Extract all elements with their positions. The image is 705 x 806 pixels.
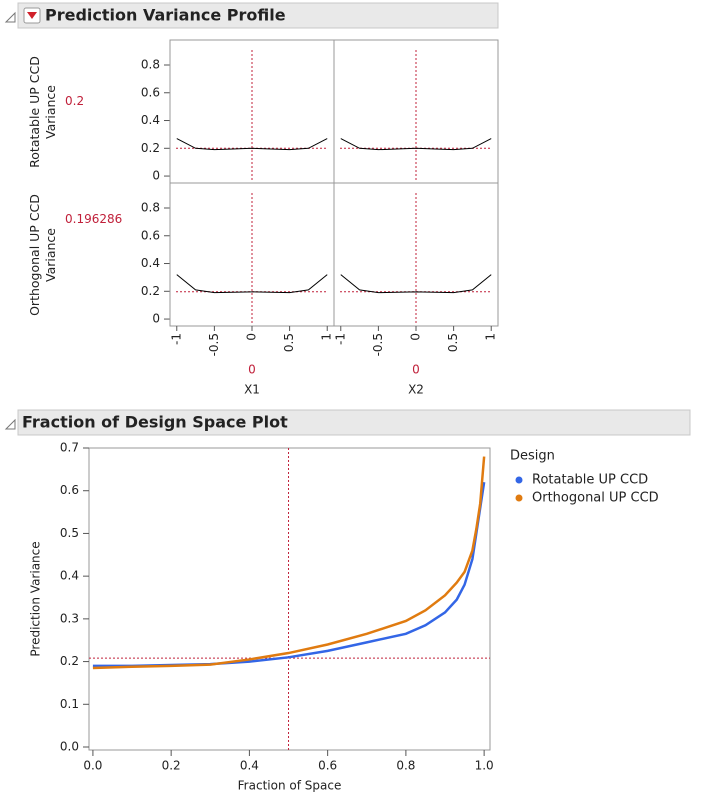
x-tick-label: 0.2	[162, 759, 181, 773]
legend-marker	[515, 494, 523, 502]
profile-curve	[176, 138, 328, 151]
x-tick-label: 1.0	[475, 759, 494, 773]
x-tick-label: 0.5	[282, 333, 296, 352]
y-tick-label: 0.8	[141, 57, 160, 71]
legend-label: Orthogonal UP CCD	[532, 491, 659, 506]
x-axis-label: X1	[244, 383, 260, 397]
x-tick-label: 0.6	[318, 759, 337, 773]
section-title: Prediction Variance Profile	[45, 6, 286, 25]
y-tick-label: 0.3	[60, 611, 79, 625]
x-tick-label: 0.4	[240, 759, 259, 773]
collapse-icon[interactable]	[4, 11, 16, 23]
current-x: 0	[248, 363, 256, 377]
header-bar	[17, 2, 499, 29]
legend-title: Design	[510, 449, 555, 464]
x-tick-label: -1	[169, 333, 183, 345]
y-tick-label: 0.7	[60, 441, 79, 455]
legend-marker	[515, 476, 523, 484]
profile-curve	[340, 274, 492, 294]
y-tick-label: 0.8	[141, 200, 160, 214]
y-tick-label: 0.5	[60, 526, 79, 540]
profile-curve	[176, 274, 328, 294]
x-tick-label: -1	[333, 333, 347, 345]
y-tick-label: 0.4	[141, 113, 160, 127]
y-tick-label: 0.1	[60, 697, 79, 711]
profile-curve	[340, 138, 492, 151]
y-tick-label: 0.6	[141, 85, 160, 99]
x-tick-label: 0	[409, 333, 423, 341]
x-tick-label: -0.5	[371, 333, 385, 356]
y-tick-label: 0	[152, 312, 160, 326]
y-tick-label: 0.2	[141, 141, 160, 155]
y-tick-label: 0	[152, 169, 160, 183]
y-axis-label: Prediction Variance	[29, 541, 43, 656]
series-line	[92, 456, 486, 670]
plot-area	[88, 447, 491, 751]
x-tick-label: 0.8	[396, 759, 415, 773]
header-bar	[17, 409, 691, 436]
y-tick-label: 0.4	[60, 569, 79, 583]
y-tick-label: 0.6	[60, 483, 79, 497]
section-title: Fraction of Design Space Plot	[22, 413, 288, 432]
x-tick-label: -0.5	[207, 333, 221, 356]
x-axis-label: X2	[408, 383, 424, 397]
x-tick-label: 1	[484, 333, 498, 341]
x-tick-label: 0.0	[83, 759, 102, 773]
current-value: 0.196286	[65, 212, 122, 226]
legend-label: Rotatable UP CCD	[532, 473, 648, 488]
row-label: Rotatable UP CCD Variance	[27, 55, 58, 168]
collapse-icon[interactable]	[4, 418, 16, 430]
y-tick-label: 0.6	[141, 228, 160, 242]
y-tick-label: 0.2	[141, 284, 160, 298]
current-x: 0	[412, 363, 420, 377]
x-tick-label: 1	[320, 333, 334, 341]
menu-arrow	[27, 12, 37, 19]
y-tick-label: 0.0	[60, 740, 79, 754]
y-tick-label: 0.2	[60, 654, 79, 668]
y-tick-label: 0.4	[141, 256, 160, 270]
x-tick-label: 0	[245, 333, 259, 341]
x-axis-label: Fraction of Space	[238, 779, 342, 793]
current-value: 0.2	[65, 94, 84, 108]
x-tick-label: 0.5	[446, 333, 460, 352]
row-label: Orthogonal UP CCD Variance	[27, 193, 58, 316]
